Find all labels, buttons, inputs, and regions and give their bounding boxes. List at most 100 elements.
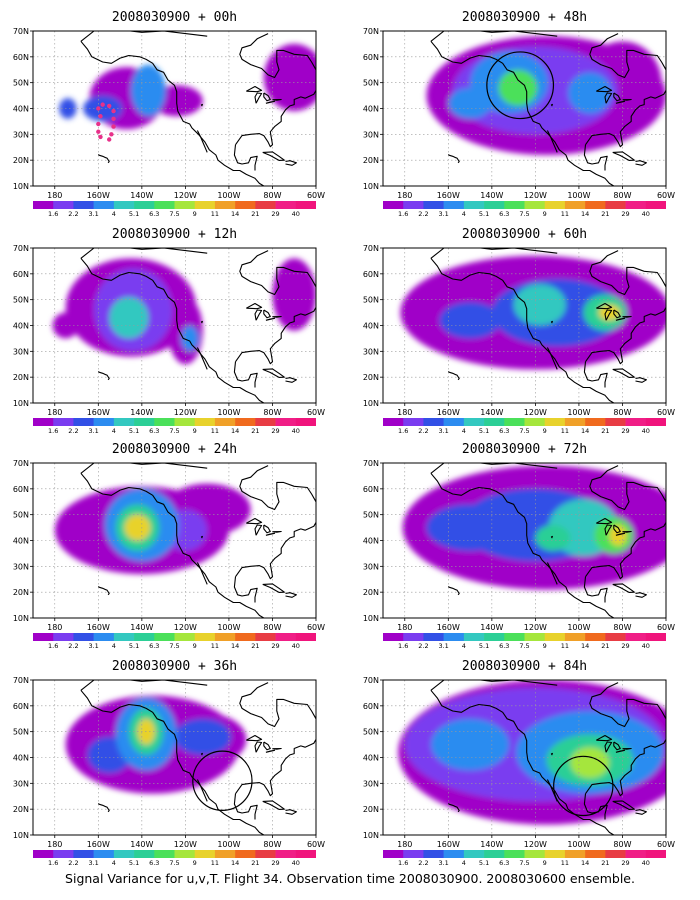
lon-tick-label: 180 bbox=[47, 623, 62, 632]
lat-tick-label: 50N bbox=[13, 79, 29, 88]
coastline-path bbox=[200, 103, 203, 107]
colorbar-swatch bbox=[275, 633, 297, 641]
coastline-path bbox=[196, 779, 208, 802]
lon-tick-label: 80W bbox=[263, 191, 281, 200]
colorbar-label: 11 bbox=[561, 210, 569, 218]
lat-tick-label: 40N bbox=[13, 322, 29, 331]
lat-tick-label: 20N bbox=[363, 156, 379, 165]
coastline-path bbox=[263, 741, 271, 751]
colorbar-swatch bbox=[33, 633, 54, 641]
colorbar-label: 1.6 bbox=[48, 859, 58, 867]
coastline-path bbox=[254, 524, 263, 536]
coastline-path bbox=[200, 320, 203, 324]
coastline-path bbox=[589, 682, 666, 728]
coastline-path bbox=[80, 40, 265, 186]
colorbar-label: 7.5 bbox=[519, 210, 529, 218]
colorbar-label: 11 bbox=[211, 642, 219, 650]
coastline-path bbox=[246, 302, 263, 310]
lon-tick-label: 160W bbox=[437, 191, 460, 200]
panel-title: 2008030900 + 36h bbox=[112, 659, 237, 674]
colorbar-swatch bbox=[605, 418, 626, 426]
lat-tick-label: 20N bbox=[13, 805, 29, 814]
coastline-path bbox=[589, 465, 666, 511]
lon-tick-label: 160W bbox=[87, 840, 110, 849]
colorbar-label: 1.6 bbox=[398, 859, 408, 867]
colorbar: 1.6 2.2 3.1 4 5.1 6.3 7.5 9 11 14 21 29 40 bbox=[383, 633, 666, 650]
colorbar-swatch bbox=[174, 201, 196, 209]
colorbar-label: 21 bbox=[601, 642, 609, 650]
colorbar-label: 21 bbox=[601, 427, 609, 435]
colorbar-swatch bbox=[605, 201, 626, 209]
lon-tick-label: 120W bbox=[174, 623, 197, 632]
colorbar-swatch bbox=[93, 418, 115, 426]
target-circle bbox=[553, 755, 614, 817]
lat-tick-label: 40N bbox=[13, 105, 29, 114]
coastline-path bbox=[430, 472, 615, 618]
colorbar-label: 29 bbox=[621, 210, 629, 218]
coastline-path bbox=[80, 31, 208, 42]
colorbar-label: 6.3 bbox=[499, 427, 509, 435]
coastline-path bbox=[585, 739, 666, 797]
variance-field bbox=[383, 31, 666, 186]
colorbar-label: 6.3 bbox=[149, 642, 159, 650]
colorbar-swatch bbox=[214, 633, 236, 641]
variance-field bbox=[33, 248, 316, 403]
colorbar-label: 40 bbox=[642, 859, 650, 867]
lat-tick-label: 60N bbox=[363, 270, 379, 279]
colorbar-label: 40 bbox=[642, 210, 650, 218]
lon-tick-label: 100W bbox=[217, 191, 240, 200]
variance-contour-blob bbox=[430, 718, 510, 771]
colorbar-swatch bbox=[504, 418, 525, 426]
lon-tick-label: 60W bbox=[307, 623, 325, 632]
colorbar-label: 9 bbox=[193, 859, 197, 867]
coastline-path bbox=[585, 522, 666, 580]
lat-tick-label: 60N bbox=[363, 485, 379, 494]
target-circle bbox=[486, 51, 555, 120]
coastline-path bbox=[613, 741, 621, 751]
colorbar-swatch bbox=[93, 201, 115, 209]
coastline-path bbox=[97, 803, 110, 813]
coastline-path bbox=[550, 535, 553, 539]
lat-tick-label: 10N bbox=[363, 182, 379, 191]
lat-tick-label: 20N bbox=[363, 805, 379, 814]
coastline-path bbox=[430, 31, 558, 42]
colorbar-label: 2.2 bbox=[68, 859, 78, 867]
lon-tick-label: 120W bbox=[174, 191, 197, 200]
lat-tick-label: 60N bbox=[363, 702, 379, 711]
coastline-path bbox=[430, 257, 615, 403]
gridlines bbox=[383, 31, 666, 186]
colorbar-swatch bbox=[194, 418, 216, 426]
coastline-path bbox=[430, 40, 615, 186]
coastline-path bbox=[604, 309, 613, 321]
coastline-path bbox=[246, 85, 263, 93]
lon-tick-label: 60W bbox=[657, 408, 675, 417]
colorbar-label: 21 bbox=[601, 210, 609, 218]
observation-point bbox=[109, 132, 114, 137]
colorbar-swatch bbox=[645, 850, 666, 858]
lat-tick-label: 40N bbox=[13, 537, 29, 546]
colorbar-label: 29 bbox=[271, 427, 279, 435]
coastline-path bbox=[239, 250, 316, 296]
lon-tick-label: 80W bbox=[263, 623, 281, 632]
coastline-path bbox=[604, 92, 613, 104]
colorbar-label: 2.2 bbox=[418, 859, 428, 867]
lon-tick-label: 60W bbox=[307, 191, 325, 200]
coastline-path bbox=[622, 530, 632, 533]
lat-tick-label: 30N bbox=[363, 347, 379, 356]
lon-tick-label: 140W bbox=[130, 408, 153, 417]
lat-tick-label: 60N bbox=[13, 53, 29, 62]
coastline-path bbox=[430, 248, 558, 259]
variance-field bbox=[383, 463, 666, 618]
colorbar: 1.6 2.2 3.1 4 5.1 6.3 7.5 9 11 14 21 29 40 bbox=[383, 201, 666, 218]
colorbar-swatch bbox=[174, 850, 196, 858]
colorbar-label: 3.1 bbox=[88, 859, 98, 867]
coastline-path bbox=[80, 689, 265, 835]
coastline-path bbox=[583, 144, 608, 171]
colorbar-label: 3.1 bbox=[438, 859, 448, 867]
colorbar-label: 14 bbox=[231, 859, 239, 867]
colorbar-swatch bbox=[53, 201, 74, 209]
figure-caption: Signal Variance for u,v,T. Flight 34. Ob… bbox=[65, 871, 635, 886]
colorbar-label: 5.1 bbox=[129, 210, 139, 218]
lon-tick-label: 180 bbox=[47, 408, 62, 417]
